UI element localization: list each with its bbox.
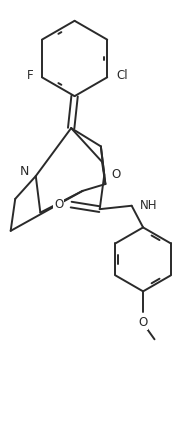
Text: O: O (54, 198, 63, 211)
Text: NH: NH (140, 199, 157, 212)
Text: O: O (111, 168, 120, 181)
Text: O: O (139, 316, 148, 329)
Text: N: N (20, 165, 29, 178)
Text: F: F (27, 69, 34, 82)
Text: Cl: Cl (116, 69, 128, 82)
